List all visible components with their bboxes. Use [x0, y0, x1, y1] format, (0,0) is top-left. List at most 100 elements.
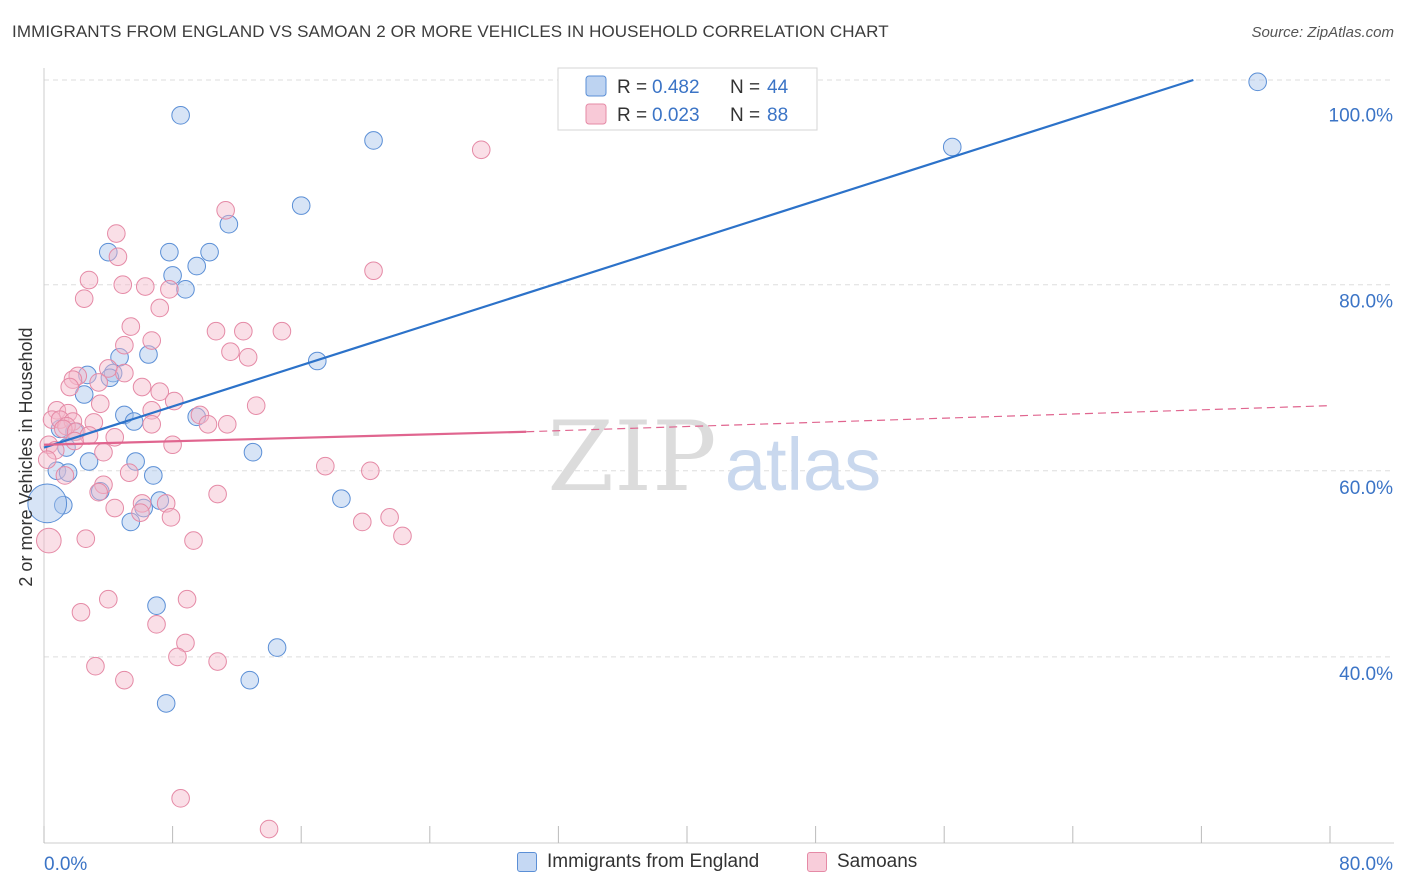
point-samoan[interactable]	[113, 275, 133, 295]
point-samoan[interactable]	[105, 498, 125, 518]
point-samoan[interactable]	[161, 508, 181, 527]
point-england[interactable]	[187, 256, 207, 276]
point-england[interactable]	[163, 266, 182, 285]
point-samoan[interactable]	[156, 494, 176, 513]
point-samoan[interactable]	[132, 377, 152, 397]
point-england[interactable]	[160, 242, 179, 262]
point-england[interactable]	[126, 452, 145, 471]
y-axis-label: 2 or more Vehicles in Household	[16, 327, 36, 586]
point-samoan[interactable]	[190, 405, 210, 425]
point-samoan[interactable]	[135, 277, 155, 296]
point-samoan[interactable]	[115, 363, 134, 383]
point-england[interactable]	[1248, 72, 1267, 92]
point-samoan[interactable]	[86, 656, 105, 676]
point-samoan[interactable]	[471, 140, 491, 160]
point-samoan[interactable]	[119, 463, 139, 482]
point-england[interactable]	[187, 407, 207, 427]
point-england[interactable]	[147, 596, 166, 616]
point-samoan[interactable]	[234, 321, 253, 341]
point-england[interactable]	[243, 442, 263, 462]
legend-item-england[interactable]: Immigrants from England	[517, 851, 759, 873]
point-england[interactable]	[139, 345, 158, 364]
point-samoan[interactable]	[208, 484, 227, 504]
point-samoan[interactable]	[76, 529, 96, 549]
legend-item-samoans[interactable]: Samoans	[807, 851, 917, 873]
point-samoan[interactable]	[272, 321, 292, 341]
point-samoan[interactable]	[147, 615, 166, 634]
point-england[interactable]	[100, 368, 120, 388]
point-samoan[interactable]	[206, 321, 226, 341]
point-england[interactable]	[267, 638, 287, 657]
legend-r-value: 0.023	[652, 105, 700, 126]
point-samoan[interactable]	[55, 466, 75, 485]
point-samoan[interactable]	[37, 450, 57, 469]
point-samoan[interactable]	[115, 335, 134, 355]
point-samoan[interactable]	[238, 347, 258, 367]
point-samoan[interactable]	[364, 261, 383, 281]
point-england[interactable]	[156, 694, 176, 713]
point-samoan[interactable]	[89, 373, 108, 392]
point-samoan[interactable]	[142, 331, 162, 350]
point-samoan[interactable]	[150, 382, 170, 402]
point-samoan[interactable]	[132, 494, 152, 513]
point-samoan[interactable]	[99, 589, 118, 609]
point-england[interactable]	[171, 106, 190, 125]
point-england[interactable]	[176, 280, 195, 299]
point-samoan[interactable]	[160, 280, 179, 299]
point-samoan[interactable]	[79, 270, 99, 290]
point-samoan[interactable]	[57, 416, 76, 436]
point-samoan[interactable]	[216, 200, 235, 220]
point-samoan[interactable]	[208, 652, 227, 671]
point-samoan[interactable]	[217, 414, 237, 434]
x-tick-label: 0.0%	[44, 854, 87, 875]
point-samoan[interactable]	[177, 589, 197, 609]
point-england[interactable]	[74, 385, 94, 404]
point-england[interactable]	[200, 242, 219, 262]
point-samoan[interactable]	[176, 633, 195, 653]
legend-n-label: N =	[730, 105, 765, 126]
point-england[interactable]	[58, 463, 78, 482]
point-samoan[interactable]	[352, 512, 372, 532]
point-samoan[interactable]	[36, 527, 62, 554]
point-samoan[interactable]	[171, 789, 190, 808]
point-samoan[interactable]	[108, 247, 128, 267]
point-samoan[interactable]	[221, 342, 240, 362]
point-samoan[interactable]	[89, 482, 108, 502]
point-england[interactable]	[79, 452, 99, 471]
point-samoan[interactable]	[316, 456, 335, 476]
point-samoan[interactable]	[94, 442, 113, 462]
point-samoan[interactable]	[121, 317, 141, 336]
point-england[interactable]	[78, 365, 97, 385]
point-samoan[interactable]	[71, 602, 91, 622]
point-samoan[interactable]	[115, 670, 134, 690]
legend-r-label: R =	[617, 105, 652, 126]
point-england[interactable]	[99, 242, 118, 262]
point-samoan[interactable]	[60, 377, 80, 397]
legend-n-value: 88	[767, 105, 788, 126]
point-england[interactable]	[219, 214, 239, 234]
point-samoan[interactable]	[246, 396, 266, 415]
point-samoan[interactable]	[142, 414, 162, 434]
point-samoan[interactable]	[107, 224, 126, 243]
point-samoan[interactable]	[198, 414, 218, 434]
point-england[interactable]	[144, 466, 163, 485]
point-england[interactable]	[121, 512, 141, 532]
point-samoan[interactable]	[150, 298, 170, 318]
point-samoan[interactable]	[90, 394, 110, 414]
point-england[interactable]	[27, 483, 68, 524]
point-samoan[interactable]	[184, 531, 203, 550]
point-samoan[interactable]	[163, 435, 182, 455]
point-samoan[interactable]	[74, 289, 94, 308]
point-samoan[interactable]	[380, 508, 399, 527]
point-england[interactable]	[240, 670, 260, 690]
point-england[interactable]	[364, 131, 383, 150]
point-england[interactable]	[332, 489, 351, 509]
point-samoan[interactable]	[393, 526, 412, 546]
point-samoan[interactable]	[259, 819, 279, 839]
point-samoan[interactable]	[63, 370, 83, 389]
point-england[interactable]	[291, 196, 311, 215]
point-samoan[interactable]	[168, 647, 187, 667]
point-samoan[interactable]	[131, 503, 150, 522]
point-england[interactable]	[942, 137, 962, 157]
point-samoan[interactable]	[361, 461, 380, 481]
